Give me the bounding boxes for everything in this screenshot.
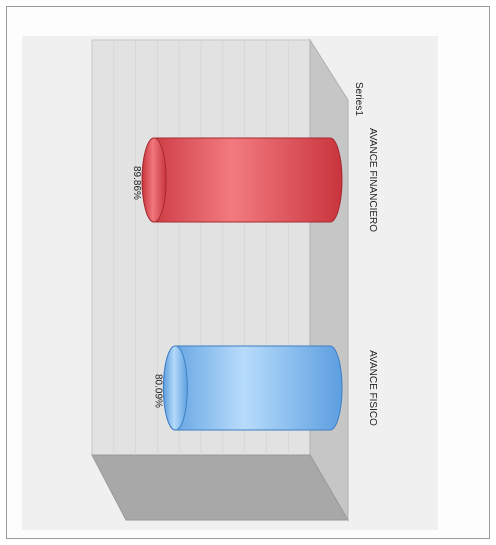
bars [141,137,343,431]
legend-series1: Series1 [353,82,364,116]
labels: 80.09% AVANCE FISICO 89.86% AVANCE FINANCIE… [131,128,378,426]
bar-cap [141,137,167,223]
data-label: 80.09% [152,374,163,408]
category-label: AVANCE FISICO [367,350,378,426]
bar-cap [162,345,188,431]
data-label: 89.86% [131,166,142,200]
category-label: AVANCE FINANCIERO [367,128,378,232]
bar [141,137,343,223]
bar [162,345,343,431]
floor [91,454,349,521]
bar-body [141,137,343,223]
side-wall [309,38,349,522]
bar-body [162,345,343,431]
